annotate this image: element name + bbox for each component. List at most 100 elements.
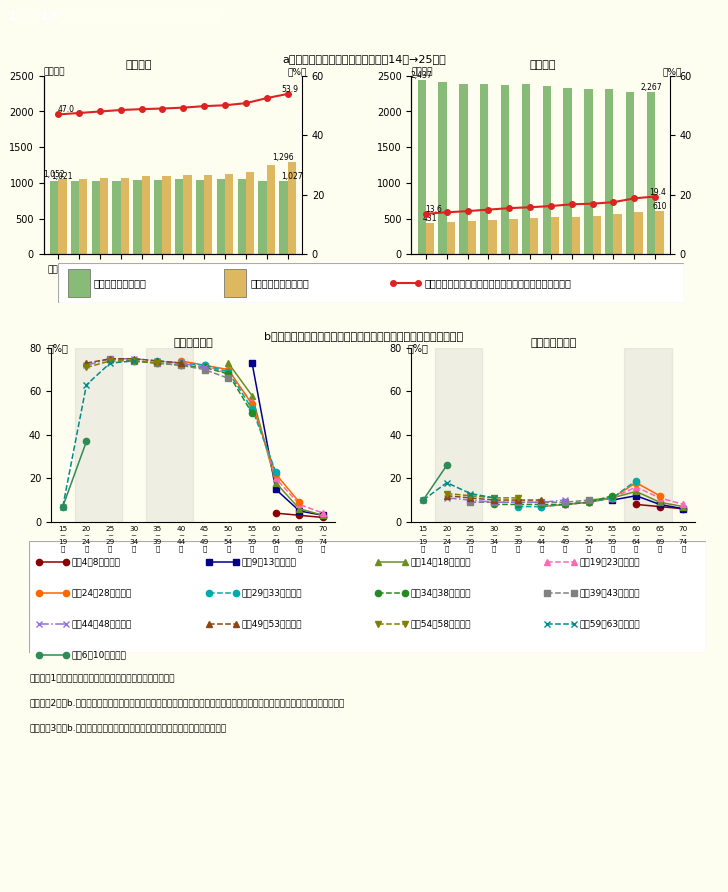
Text: 3．（b.について）網掛けは、特徴が見られる年齢階級を示している。: 3．（b.について）網掛けは、特徴が見られる年齢階級を示している。 [29,723,226,732]
Bar [217,179,225,254]
Bar [175,179,183,254]
Text: 50
~
54
歳: 50 ~ 54 歳 [584,526,593,552]
Text: 昭和24～28年生まれ: 昭和24～28年生まれ [72,588,132,598]
Text: 610: 610 [652,202,667,211]
Text: （%）: （%） [408,343,429,353]
Text: 〈非正規雇用〉: 〈非正規雇用〉 [530,338,577,348]
Text: （万人）: （万人） [44,67,66,76]
Bar [92,181,100,254]
Bar [571,217,580,254]
Text: （%）: （%） [662,67,682,76]
Bar [58,179,66,254]
Bar [655,211,663,254]
Text: 昭和44～48年生まれ: 昭和44～48年生まれ [72,619,132,629]
Text: 昭和39～43年生まれ: 昭和39～43年生まれ [579,588,640,598]
Bar [459,84,467,254]
Text: （万人）: （万人） [411,67,433,76]
Bar [585,88,593,254]
Bar [435,348,482,522]
Bar [447,222,455,254]
Text: b．雇用形態別に見た男性の年齢階級別労働力率の世代による特徴: b．雇用形態別に見た男性の年齢階級別労働力率の世代による特徴 [264,331,464,341]
Bar [146,348,193,522]
Text: 431: 431 [423,214,438,224]
Text: 2,437: 2,437 [411,71,432,80]
Text: 1,021: 1,021 [52,172,74,181]
Bar [625,348,672,522]
Text: 65
~
69
歳: 65 ~ 69 歳 [655,526,665,552]
Text: 45
~
49
歳: 45 ~ 49 歳 [561,526,570,552]
Text: 40
~
44
歳: 40 ~ 44 歳 [537,526,546,552]
Text: 25
~
29
歳: 25 ~ 29 歳 [466,526,475,552]
Text: 40
~
44
歳: 40 ~ 44 歳 [176,526,186,552]
Text: 70
~
74
歳: 70 ~ 74 歳 [318,526,328,552]
Text: 35
~
39
歳: 35 ~ 39 歳 [513,526,523,552]
Bar [75,348,122,522]
Bar [71,181,79,254]
Text: 〈男性〉: 〈男性〉 [529,60,555,70]
Text: 20
~
24
歳: 20 ~ 24 歳 [82,526,91,552]
Text: 昭和9～13年生まれ: 昭和9～13年生まれ [241,557,296,566]
Bar [488,220,496,254]
Bar [162,176,171,254]
Text: 非正規の職員・従業員: 非正規の職員・従業員 [250,278,309,288]
Text: 昭和4～8年生まれ: 昭和4～8年生まれ [72,557,121,566]
Text: 正規の職員・従業員: 正規の職員・従業員 [94,278,147,288]
Text: 50
~
54
歳: 50 ~ 54 歳 [223,526,233,552]
Bar [237,179,246,254]
Bar [426,224,434,254]
Bar [418,80,426,254]
Bar [501,85,510,254]
Bar [50,181,58,254]
Text: （備考）1．総務省「労働力調査（詳細集計）」より作成。: （備考）1．総務省「労働力調査（詳細集計）」より作成。 [29,673,175,682]
Bar [605,89,614,254]
Bar [142,177,150,254]
Bar [626,92,634,254]
Bar [510,219,518,254]
Bar [246,172,254,254]
Bar [266,165,275,254]
Bar [100,178,108,254]
Text: 1－特－18図　雇用形態別に見た雇用者数の変化と特徴: 1－特－18図 雇用形態別に見た雇用者数の変化と特徴 [7,11,219,23]
Bar [196,180,204,254]
Text: 〈正規雇用〉: 〈正規雇用〉 [173,338,213,348]
Text: 30
~
34
歳: 30 ~ 34 歳 [129,526,138,552]
Bar [154,179,162,254]
Bar [204,175,213,254]
Bar [551,218,559,254]
Text: 19.4: 19.4 [649,187,666,196]
Text: 昭和29～33年生まれ: 昭和29～33年生まれ [241,588,301,598]
Bar [79,178,87,254]
Bar [530,218,539,254]
Bar [183,175,191,254]
Text: 昭和14～18年生まれ: 昭和14～18年生まれ [411,557,471,566]
Bar [563,88,571,254]
Bar [112,181,121,254]
Bar [647,93,655,254]
Text: 30
~
34
歳: 30 ~ 34 歳 [489,526,499,552]
Bar [522,85,530,254]
Text: 20
~
24
歳: 20 ~ 24 歳 [442,526,451,552]
Text: 昭和34～38年生まれ: 昭和34～38年生まれ [411,588,471,598]
Bar [438,81,447,254]
Text: 〈女性〉: 〈女性〉 [125,60,151,70]
Bar [280,181,288,254]
Text: 平成6～10年生まれ: 平成6～10年生まれ [72,650,127,660]
Text: 47.0: 47.0 [58,105,74,114]
Text: 2．（b.について）「正規の職員・従業員」を「正規雇用」、「非正規の職員・従業員」を「非正規雇用」としている。: 2．（b.について）「正規の職員・従業員」を「正規雇用」、「非正規の職員・従業員… [29,698,344,707]
Text: 25
~
29
歳: 25 ~ 29 歳 [106,526,115,552]
Text: 2,267: 2,267 [640,84,662,93]
Text: 昭和54～58年生まれ: 昭和54～58年生まれ [411,619,471,629]
Bar [133,180,142,254]
Text: 35
~
39
歳: 35 ~ 39 歳 [153,526,162,552]
Text: 1,296: 1,296 [272,153,294,161]
Bar [225,174,234,254]
Text: 15
~
19
歳: 15 ~ 19 歳 [419,526,428,552]
Bar [634,212,643,254]
Text: 60
~
64
歳: 60 ~ 64 歳 [631,526,641,552]
Text: （%）: （%） [47,343,68,353]
Text: 60
~
64
歳: 60 ~ 64 歳 [271,526,280,552]
Bar [258,181,266,254]
Bar [614,213,622,254]
Bar [593,216,601,254]
Text: 55
~
59
歳: 55 ~ 59 歳 [248,526,257,552]
